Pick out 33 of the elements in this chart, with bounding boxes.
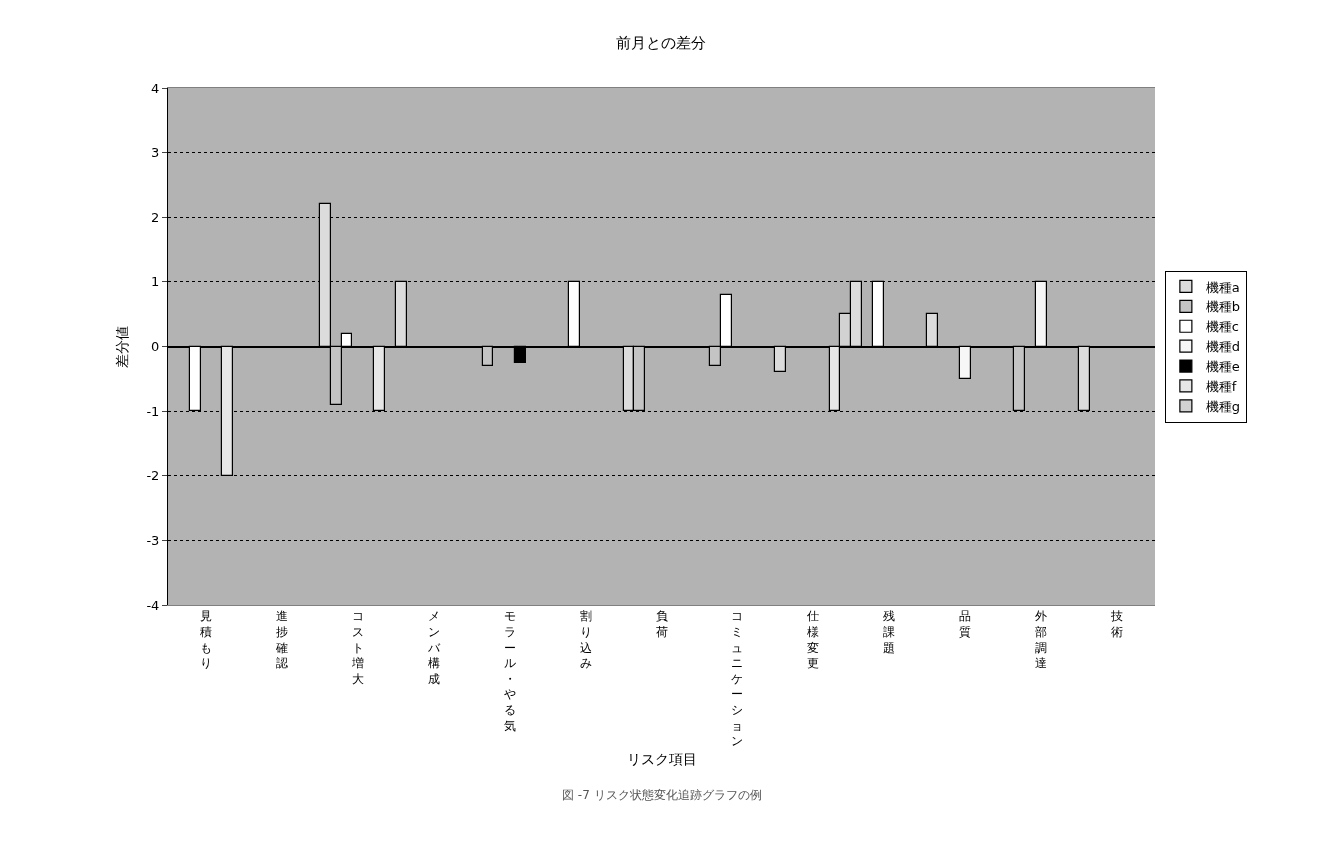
- category-label: コミュニケーション: [731, 609, 744, 749]
- y-tick-label: 4: [151, 80, 160, 96]
- legend-label: 機種c: [1205, 319, 1240, 335]
- y-tick-label: 3: [151, 145, 160, 161]
- x-tick-label: 技術: [1110, 609, 1124, 639]
- x-tick-label: 進捗確認: [274, 609, 288, 671]
- legend-label: 機種b: [1205, 299, 1241, 315]
- y-tick-label: -4: [146, 597, 160, 613]
- y-tick-label: 2: [151, 209, 160, 225]
- x-tick-label: 見積もり: [199, 609, 212, 671]
- x-tick-label: モラール・やる気: [503, 609, 516, 733]
- legend-label: 機種e: [1205, 359, 1240, 375]
- x-tick-label: 外部調達: [1035, 609, 1048, 671]
- y-tick-label: -1: [146, 403, 160, 419]
- text: 図 -7 リスク状態変化追跡グラフの例: [562, 788, 762, 802]
- y-tick-label: -2: [146, 468, 160, 484]
- legend-label: 機種f: [1205, 379, 1237, 395]
- y-tick-label: 0: [151, 339, 160, 355]
- legend-label: 機種g: [1205, 398, 1241, 414]
- y-tick-label: -3: [146, 532, 160, 548]
- x-tick-label: 残課題: [883, 609, 896, 655]
- x-tick-label: 負荷: [655, 609, 668, 639]
- x-tick-label: 仕様変更: [806, 609, 820, 671]
- y-tick-label: 1: [151, 274, 160, 290]
- x-tick-label: メンバ構成: [426, 609, 441, 686]
- y-axis-title: 差分値: [114, 325, 131, 368]
- x-tick-label: 割り込み: [579, 609, 592, 671]
- x-tick-label: コスト増大: [350, 609, 364, 686]
- x-tick-label: 品質: [959, 609, 972, 639]
- chart-title: 前月との差分: [615, 34, 706, 53]
- legend-label: 機種a: [1205, 279, 1240, 295]
- x-axis-title: リスク項目: [626, 750, 697, 767]
- legend-label: 機種d: [1205, 339, 1241, 355]
